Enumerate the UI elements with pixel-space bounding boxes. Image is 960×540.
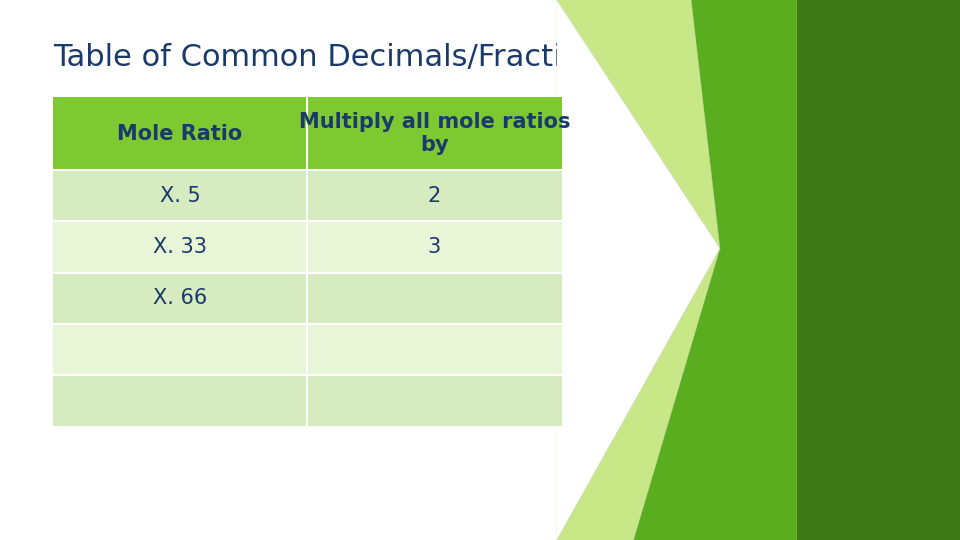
Polygon shape	[797, 0, 960, 540]
Bar	[53, 97, 307, 170]
Bar	[53, 375, 307, 427]
Bar	[307, 324, 562, 375]
Bar	[307, 97, 562, 170]
Bar	[53, 324, 307, 375]
Text: X. 66: X. 66	[153, 288, 207, 308]
Text: 2: 2	[428, 186, 441, 206]
Text: 3: 3	[428, 237, 441, 257]
Text: X. 5: X. 5	[159, 186, 201, 206]
Text: Table of Common Decimals/Fractions: Table of Common Decimals/Fractions	[53, 43, 615, 72]
Polygon shape	[557, 0, 720, 540]
Bar	[307, 375, 562, 427]
Bar	[53, 221, 307, 273]
Bar	[307, 170, 562, 221]
Bar	[53, 273, 307, 324]
Polygon shape	[557, 0, 720, 540]
Polygon shape	[634, 0, 797, 540]
Text: Multiply all mole ratios
by: Multiply all mole ratios by	[299, 112, 570, 156]
Polygon shape	[557, 0, 960, 540]
Bar	[53, 170, 307, 221]
Bar	[307, 221, 562, 273]
Bar	[307, 273, 562, 324]
Text: Mole Ratio: Mole Ratio	[117, 124, 243, 144]
Text: X. 33: X. 33	[153, 237, 207, 257]
